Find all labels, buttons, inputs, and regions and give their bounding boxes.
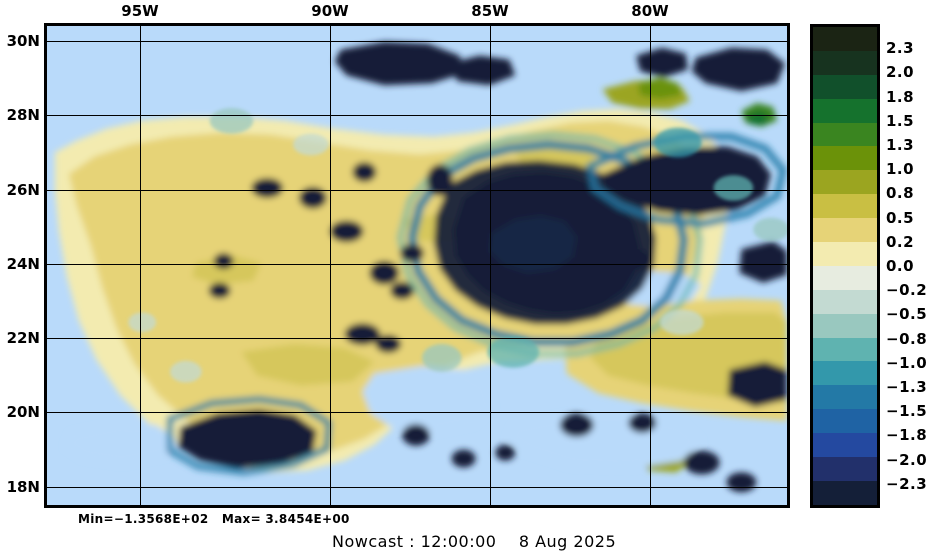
gridline-95W: [140, 26, 141, 505]
gridline-18N: [47, 487, 787, 488]
colorbar-band-4: [813, 122, 877, 147]
colorbar-band-11: [813, 289, 877, 314]
colorbar-tick-13: −1.0: [886, 353, 926, 372]
gridline-80W: [650, 26, 651, 505]
colorbar-band-8: [813, 218, 877, 243]
colorbar-band-12: [813, 313, 877, 338]
gridline-26N: [47, 190, 787, 191]
colorbar-tick-2: 1.8: [886, 87, 915, 106]
colorbar-band-18: [813, 457, 877, 481]
colorbar-band-7: [813, 194, 877, 219]
lat-tick-20N: 20N: [6, 403, 40, 421]
colorbar-band-16: [813, 409, 877, 434]
colorbar-tick-10: −0.2: [886, 281, 926, 300]
colorbar-tick-12: −0.8: [886, 329, 926, 348]
lon-tick-85W: 85W: [471, 2, 509, 20]
colorbar-band-1: [813, 50, 877, 75]
colorbar-tick-14: −1.3: [886, 378, 926, 396]
lat-tick-26N: 26N: [6, 181, 40, 199]
lon-tick-95W: 95W: [121, 2, 159, 20]
gridline-90W: [330, 26, 331, 505]
lat-tick-30N: 30N: [6, 32, 40, 50]
map-plot-area[interactable]: [44, 23, 790, 508]
colorbar-tick-5: 1.0: [886, 160, 915, 179]
colorbar-tick-6: 0.8: [886, 184, 915, 203]
gridline-30N: [47, 41, 787, 42]
colorbar-tick-1: 2.0: [886, 63, 915, 82]
lon-tick-90W: 90W: [311, 2, 349, 20]
map-contour-canvas: [47, 26, 787, 505]
gridline-22N: [47, 338, 787, 339]
colorbar-tick-11: −0.5: [886, 305, 926, 324]
colorbar-band-13: [813, 337, 877, 362]
gridline-28N: [47, 115, 787, 116]
colorbar-band-17: [813, 433, 877, 458]
minmax-annotation: Min=−1.3568E+02 Max= 3.8454E+00: [78, 512, 350, 526]
colorbar-band-19: [813, 480, 877, 505]
colorbar: [810, 24, 880, 508]
nowcast-timestamp: Nowcast : 12:00:00 8 Aug 2025: [332, 532, 617, 551]
colorbar-band-0: [813, 27, 877, 51]
lat-tick-18N: 18N: [6, 478, 40, 496]
colorbar-tick-9: 0.0: [886, 257, 915, 275]
gridline-24N: [47, 264, 787, 265]
gridline-20N: [47, 412, 787, 413]
gridline-85W: [490, 26, 491, 505]
colorbar-tick-15: −1.5: [886, 402, 926, 421]
colorbar-band-3: [813, 98, 877, 123]
lat-tick-28N: 28N: [6, 106, 40, 124]
colorbar-band-6: [813, 170, 877, 195]
colorbar-band-9: [813, 242, 877, 266]
colorbar-tick-labels: 2.3 2.0 1.8 1.5 1.3 1.0 0.8 0.5 0.2 0.0 −0.2 −0.5 −0…: [886, 24, 926, 508]
colorbar-band-2: [813, 74, 877, 99]
colorbar-band-14: [813, 361, 877, 386]
colorbar-band-10: [813, 265, 877, 290]
colorbar-tick-8: 0.2: [886, 232, 915, 251]
colorbar-tick-3: 1.5: [886, 111, 915, 130]
colorbar-tick-4: 1.3: [886, 136, 915, 154]
colorbar-tick-16: −1.8: [886, 426, 926, 445]
colorbar-tick-0: 2.3: [886, 39, 915, 58]
colorbar-tick-17: −2.0: [886, 450, 926, 469]
lon-tick-80W: 80W: [631, 2, 669, 20]
lat-tick-22N: 22N: [6, 329, 40, 347]
colorbar-band-5: [813, 146, 877, 171]
lat-tick-24N: 24N: [6, 255, 40, 273]
colorbar-band-15: [813, 385, 877, 410]
colorbar-tick-7: 0.5: [886, 208, 915, 227]
colorbar-tick-18: −2.3: [886, 474, 926, 493]
